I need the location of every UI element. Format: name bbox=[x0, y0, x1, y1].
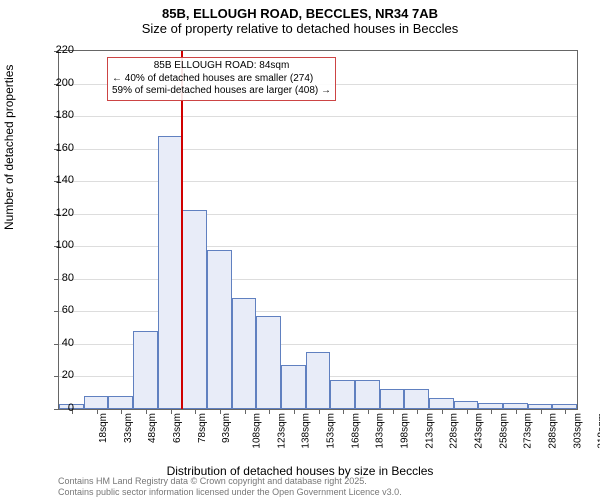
gridline-h bbox=[59, 181, 577, 182]
xtick-mark bbox=[269, 409, 270, 414]
xtick-label: 213sqm bbox=[424, 413, 435, 449]
xtick-label: 273sqm bbox=[523, 413, 534, 449]
xtick-label: 108sqm bbox=[252, 413, 263, 449]
xtick-label: 168sqm bbox=[350, 413, 361, 449]
footer-text: Contains HM Land Registry data © Crown c… bbox=[58, 476, 402, 498]
xtick-mark bbox=[491, 409, 492, 414]
plot-area: 18sqm33sqm48sqm63sqm78sqm93sqm108sqm123s… bbox=[58, 50, 578, 410]
histogram-bar bbox=[454, 401, 479, 409]
histogram-bar bbox=[281, 365, 306, 409]
xtick-mark bbox=[467, 409, 468, 414]
xtick-label: 198sqm bbox=[400, 413, 411, 449]
histogram-bar bbox=[207, 250, 232, 409]
histogram-bar bbox=[133, 331, 158, 409]
marker-line bbox=[181, 51, 183, 409]
ytick-label: 220 bbox=[44, 44, 74, 56]
xtick-label: 303sqm bbox=[572, 413, 583, 449]
xtick-label: 78sqm bbox=[197, 413, 208, 443]
histogram-bar bbox=[232, 298, 257, 409]
histogram-bar bbox=[182, 210, 207, 409]
xtick-label: 228sqm bbox=[449, 413, 460, 449]
xtick-label: 288sqm bbox=[548, 413, 559, 449]
xtick-mark bbox=[146, 409, 147, 414]
ytick-label: 120 bbox=[44, 207, 74, 219]
histogram-bar bbox=[158, 136, 183, 409]
gridline-h bbox=[59, 246, 577, 247]
histogram-bar bbox=[355, 380, 380, 409]
xtick-mark bbox=[516, 409, 517, 414]
gridline-h bbox=[59, 311, 577, 312]
xtick-label: 243sqm bbox=[474, 413, 485, 449]
gridline-h bbox=[59, 279, 577, 280]
xtick-mark bbox=[541, 409, 542, 414]
xtick-mark bbox=[97, 409, 98, 414]
y-axis-label: Number of detached properties bbox=[2, 65, 16, 230]
ytick-label: 160 bbox=[44, 142, 74, 154]
xtick-mark bbox=[220, 409, 221, 414]
xtick-mark bbox=[417, 409, 418, 414]
histogram-bar bbox=[429, 398, 454, 409]
histogram-bar bbox=[256, 316, 281, 409]
histogram-bar bbox=[380, 389, 405, 409]
annotation-line1: 85B ELLOUGH ROAD: 84sqm bbox=[112, 60, 331, 73]
histogram-bar bbox=[330, 380, 355, 409]
footer-line2: Contains public sector information licen… bbox=[58, 487, 402, 498]
xtick-mark bbox=[565, 409, 566, 414]
xtick-label: 33sqm bbox=[123, 413, 134, 443]
xtick-label: 48sqm bbox=[148, 413, 159, 443]
ytick-label: 180 bbox=[44, 109, 74, 121]
xtick-mark bbox=[121, 409, 122, 414]
ytick-label: 40 bbox=[44, 337, 74, 349]
gridline-h bbox=[59, 214, 577, 215]
xtick-label: 18sqm bbox=[98, 413, 109, 443]
xtick-mark bbox=[442, 409, 443, 414]
histogram-bar bbox=[306, 352, 331, 409]
ytick-label: 60 bbox=[44, 304, 74, 316]
histogram-bar bbox=[404, 389, 429, 409]
xtick-mark bbox=[368, 409, 369, 414]
chart-title: 85B, ELLOUGH ROAD, BECCLES, NR34 7AB bbox=[0, 0, 600, 21]
xtick-mark bbox=[343, 409, 344, 414]
annotation-line2: ← 40% of detached houses are smaller (27… bbox=[112, 73, 331, 86]
xtick-label: 138sqm bbox=[301, 413, 312, 449]
xtick-label: 258sqm bbox=[498, 413, 509, 449]
xtick-mark bbox=[393, 409, 394, 414]
histogram-bar bbox=[84, 396, 109, 409]
ytick-label: 20 bbox=[44, 369, 74, 381]
footer-line1: Contains HM Land Registry data © Crown c… bbox=[58, 476, 402, 487]
xtick-mark bbox=[171, 409, 172, 414]
xtick-label: 123sqm bbox=[276, 413, 287, 449]
xtick-label: 183sqm bbox=[375, 413, 386, 449]
ytick-label: 0 bbox=[44, 402, 74, 414]
histogram-bar bbox=[108, 396, 133, 409]
xtick-mark bbox=[245, 409, 246, 414]
ytick-label: 140 bbox=[44, 174, 74, 186]
ytick-label: 200 bbox=[44, 77, 74, 89]
xtick-label: 153sqm bbox=[326, 413, 337, 449]
chart-container: 85B, ELLOUGH ROAD, BECCLES, NR34 7AB Siz… bbox=[0, 0, 600, 500]
annotation-box: 85B ELLOUGH ROAD: 84sqm ← 40% of detache… bbox=[107, 57, 336, 101]
ytick-label: 100 bbox=[44, 239, 74, 251]
ytick-label: 80 bbox=[44, 272, 74, 284]
xtick-mark bbox=[294, 409, 295, 414]
xtick-mark bbox=[319, 409, 320, 414]
xtick-label: 93sqm bbox=[222, 413, 233, 443]
xtick-label: 63sqm bbox=[172, 413, 183, 443]
annotation-line3: 59% of semi-detached houses are larger (… bbox=[112, 85, 331, 98]
gridline-h bbox=[59, 116, 577, 117]
xtick-mark bbox=[195, 409, 196, 414]
chart-subtitle: Size of property relative to detached ho… bbox=[0, 21, 600, 44]
gridline-h bbox=[59, 149, 577, 150]
